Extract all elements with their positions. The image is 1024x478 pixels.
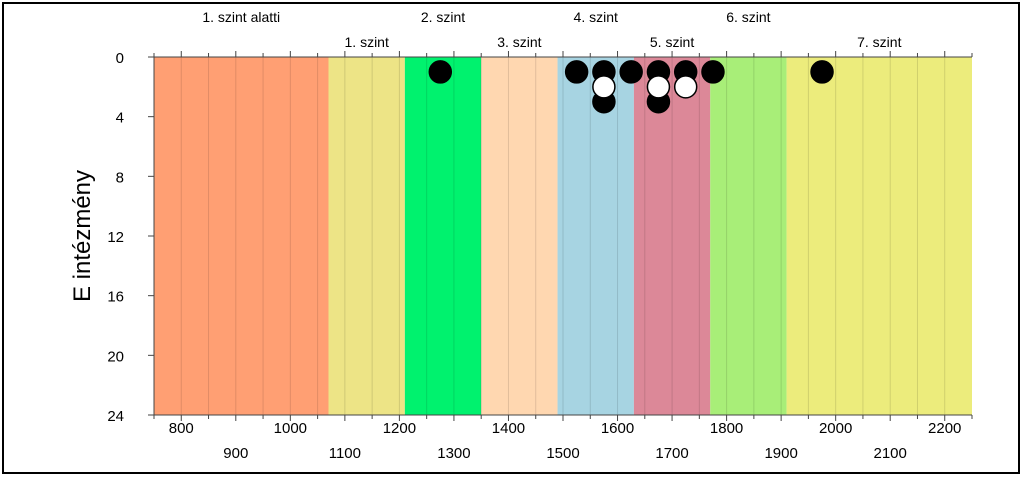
- y-tick-label: 24: [107, 408, 124, 425]
- level-band-1: [154, 57, 329, 415]
- tick-labels: 0 4 8 12 16 20 24 800 1000 1200 1400 1600 1800 2000 22…: [107, 50, 961, 462]
- level-band-6: [633, 57, 711, 415]
- level-label-8: 7. szint: [857, 34, 901, 50]
- level-label-6: 5. szint: [650, 34, 694, 50]
- data-point-filled: [701, 60, 725, 84]
- y-tick-label: 20: [107, 348, 124, 365]
- y-axis-title: E intézmény: [69, 170, 96, 302]
- y-tick-label: 16: [107, 289, 124, 306]
- level-labels: 1. szint alatti 1. szint 2. szint 3. szint 4…: [202, 9, 901, 50]
- data-point-filled: [810, 60, 834, 84]
- x-tick-label: 1600: [601, 420, 634, 437]
- y-tick-label: 4: [116, 110, 124, 127]
- axes: [148, 51, 973, 421]
- level-band-2: [328, 57, 405, 415]
- level-band-5: [557, 57, 634, 415]
- x-tick-label: 1800: [710, 420, 743, 437]
- data-points: [428, 60, 834, 114]
- x-tick-label: 800: [169, 420, 194, 437]
- level-label-5: 4. szint: [574, 9, 618, 25]
- x-tick-label: 2200: [928, 420, 961, 437]
- y-tick-label: 12: [107, 229, 124, 246]
- level-label-7: 6. szint: [726, 9, 770, 25]
- level-label-2: 1. szint: [345, 34, 389, 50]
- data-point-filled: [564, 60, 589, 84]
- level-band-8: [786, 57, 972, 415]
- x-tick-label: 1700: [655, 445, 688, 462]
- level-label-3: 2. szint: [421, 9, 465, 25]
- x-tick-label: 2000: [819, 420, 852, 437]
- y-tick-label: 8: [116, 169, 124, 186]
- x-tick-label: 1400: [492, 420, 525, 437]
- x-tick-label: 1000: [274, 420, 307, 437]
- level-bands: [154, 57, 972, 415]
- level-band-4: [481, 57, 558, 415]
- x-tick-label: 1500: [546, 445, 579, 462]
- x-tick-label: 900: [223, 445, 248, 462]
- data-point-open: [592, 75, 616, 99]
- level-label-4: 3. szint: [497, 34, 541, 50]
- x-tick-label: 1900: [764, 445, 797, 462]
- level-band-3: [404, 57, 482, 415]
- x-tick-label: 1300: [437, 445, 470, 462]
- x-tick-label: 2100: [874, 445, 907, 462]
- x-tick-label: 1100: [329, 445, 361, 462]
- data-point-open: [646, 75, 671, 99]
- data-point-filled: [619, 60, 643, 84]
- data-point-filled: [428, 60, 453, 84]
- x-tick-label: 1200: [383, 420, 416, 437]
- y-tick-label: 0: [116, 50, 124, 67]
- data-point-open: [673, 75, 698, 99]
- grid-lines: [180, 57, 946, 415]
- level-band-7: [710, 57, 787, 415]
- level-label-1: 1. szint alatti: [202, 9, 280, 25]
